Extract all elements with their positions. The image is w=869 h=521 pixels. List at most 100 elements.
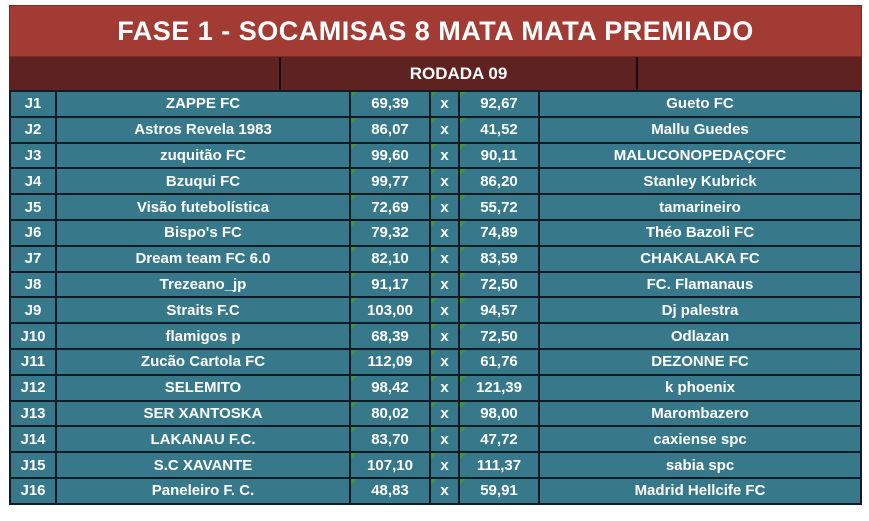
away-team-cell[interactable]: tamarineiro [540, 195, 860, 219]
match-id-cell[interactable]: J13 [11, 401, 55, 426]
match-id-cell[interactable]: J16 [11, 478, 55, 503]
away-team-cell[interactable]: Gueto FC [540, 92, 860, 116]
home-score-cell[interactable]: 79,32 [351, 220, 429, 245]
match-id-cell[interactable]: J10 [11, 324, 55, 348]
away-team-cell[interactable]: Odlazan [540, 324, 860, 348]
away-score-cell[interactable]: 94,57 [460, 298, 538, 323]
match-id-cell[interactable]: J8 [11, 272, 55, 297]
home-score-cell[interactable]: 103,00 [351, 298, 429, 323]
versus-cell[interactable]: x [431, 195, 458, 219]
away-team-cell[interactable]: Théo Bazoli FC [540, 220, 860, 245]
match-id-cell[interactable]: J15 [11, 453, 55, 477]
away-team-cell[interactable]: k phoenix [540, 375, 860, 400]
home-team-cell[interactable]: S.C XAVANTE [57, 453, 349, 477]
home-score-cell[interactable]: 112,09 [351, 349, 429, 374]
home-score-cell[interactable]: 107,10 [351, 453, 429, 477]
away-score-cell[interactable]: 92,67 [460, 92, 538, 116]
versus-cell[interactable]: x [431, 375, 458, 400]
versus-cell[interactable]: x [431, 246, 458, 271]
home-score-cell[interactable]: 91,17 [351, 272, 429, 297]
versus-cell[interactable]: x [431, 143, 458, 168]
away-score-cell[interactable]: 121,39 [460, 375, 538, 400]
away-score-cell[interactable]: 72,50 [460, 272, 538, 297]
match-id-cell[interactable]: J11 [11, 349, 55, 374]
away-score-cell[interactable]: 98,00 [460, 401, 538, 426]
away-team-cell[interactable]: MALUCONOPEDAÇOFC [540, 143, 860, 168]
home-score-cell[interactable]: 68,39 [351, 324, 429, 348]
away-score-cell[interactable]: 61,76 [460, 349, 538, 374]
away-score-cell[interactable]: 55,72 [460, 195, 538, 219]
match-id-cell[interactable]: J4 [11, 169, 55, 194]
home-team-cell[interactable]: Trezeano_jp [57, 272, 349, 297]
versus-cell[interactable]: x [431, 117, 458, 142]
round-bar-left-cell[interactable] [9, 57, 279, 90]
versus-cell[interactable]: x [431, 453, 458, 477]
match-id-cell[interactable]: J7 [11, 246, 55, 271]
away-team-cell[interactable]: Dj palestra [540, 298, 860, 323]
home-team-cell[interactable]: SER XANTOSKA [57, 401, 349, 426]
home-team-cell[interactable]: SELEMITO [57, 375, 349, 400]
away-score-cell[interactable]: 74,89 [460, 220, 538, 245]
away-team-cell[interactable]: Mallu Guedes [540, 117, 860, 142]
versus-cell[interactable]: x [431, 324, 458, 348]
home-team-cell[interactable]: Bispo's FC [57, 220, 349, 245]
home-team-cell[interactable]: Straits F.C [57, 298, 349, 323]
versus-cell[interactable]: x [431, 427, 458, 452]
away-score-cell[interactable]: 41,52 [460, 117, 538, 142]
home-team-cell[interactable]: flamigos p [57, 324, 349, 348]
match-id-cell[interactable]: J3 [11, 143, 55, 168]
home-team-cell[interactable]: Dream team FC 6.0 [57, 246, 349, 271]
versus-cell[interactable]: x [431, 169, 458, 194]
versus-cell[interactable]: x [431, 220, 458, 245]
away-team-cell[interactable]: Marombazero [540, 401, 860, 426]
versus-cell[interactable]: x [431, 478, 458, 503]
away-score-cell[interactable]: 111,37 [460, 453, 538, 477]
versus-cell[interactable]: x [431, 298, 458, 323]
away-team-cell[interactable]: FC. Flamanaus [540, 272, 860, 297]
home-team-cell[interactable]: Astros Revela 1983 [57, 117, 349, 142]
home-team-cell[interactable]: Visão futebolística [57, 195, 349, 219]
match-id-cell[interactable]: J6 [11, 220, 55, 245]
title-bar[interactable]: FASE 1 - SOCAMISAS 8 MATA MATA PREMIADO [9, 5, 862, 57]
home-team-cell[interactable]: Paneleiro F. C. [57, 478, 349, 503]
away-score-cell[interactable]: 86,20 [460, 169, 538, 194]
away-score-cell[interactable]: 90,11 [460, 143, 538, 168]
away-team-cell[interactable]: Madrid Hellcife FC [540, 478, 860, 503]
home-score-cell[interactable]: 82,10 [351, 246, 429, 271]
home-team-cell[interactable]: LAKANAU F.C. [57, 427, 349, 452]
match-id-cell[interactable]: J2 [11, 117, 55, 142]
home-team-cell[interactable]: zuquitão FC [57, 143, 349, 168]
away-team-cell[interactable]: sabia spc [540, 453, 860, 477]
home-score-cell[interactable]: 99,60 [351, 143, 429, 168]
away-team-cell[interactable]: CHAKALAKA FC [540, 246, 860, 271]
home-score-cell[interactable]: 83,70 [351, 427, 429, 452]
match-id-cell[interactable]: J14 [11, 427, 55, 452]
match-id-cell[interactable]: J5 [11, 195, 55, 219]
home-team-cell[interactable]: Bzuqui FC [57, 169, 349, 194]
home-score-cell[interactable]: 86,07 [351, 117, 429, 142]
home-score-cell[interactable]: 98,42 [351, 375, 429, 400]
away-team-cell[interactable]: DEZONNE FC [540, 349, 860, 374]
round-bar-right-cell[interactable] [638, 57, 862, 90]
versus-cell[interactable]: x [431, 349, 458, 374]
match-id-cell[interactable]: J9 [11, 298, 55, 323]
round-label[interactable]: RODADA 09 [281, 57, 636, 90]
match-id-cell[interactable]: J1 [11, 92, 55, 116]
away-team-cell[interactable]: caxiense spc [540, 427, 860, 452]
home-score-cell[interactable]: 80,02 [351, 401, 429, 426]
home-team-cell[interactable]: ZAPPE FC [57, 92, 349, 116]
versus-cell[interactable]: x [431, 401, 458, 426]
home-score-cell[interactable]: 69,39 [351, 92, 429, 116]
match-id-cell[interactable]: J12 [11, 375, 55, 400]
versus-cell[interactable]: x [431, 272, 458, 297]
away-score-cell[interactable]: 72,50 [460, 324, 538, 348]
away-score-cell[interactable]: 59,91 [460, 478, 538, 503]
home-score-cell[interactable]: 72,69 [351, 195, 429, 219]
away-team-cell[interactable]: Stanley Kubrick [540, 169, 860, 194]
home-score-cell[interactable]: 99,77 [351, 169, 429, 194]
versus-cell[interactable]: x [431, 92, 458, 116]
home-score-cell[interactable]: 48,83 [351, 478, 429, 503]
away-score-cell[interactable]: 47,72 [460, 427, 538, 452]
home-team-cell[interactable]: Zucão Cartola FC [57, 349, 349, 374]
away-score-cell[interactable]: 83,59 [460, 246, 538, 271]
